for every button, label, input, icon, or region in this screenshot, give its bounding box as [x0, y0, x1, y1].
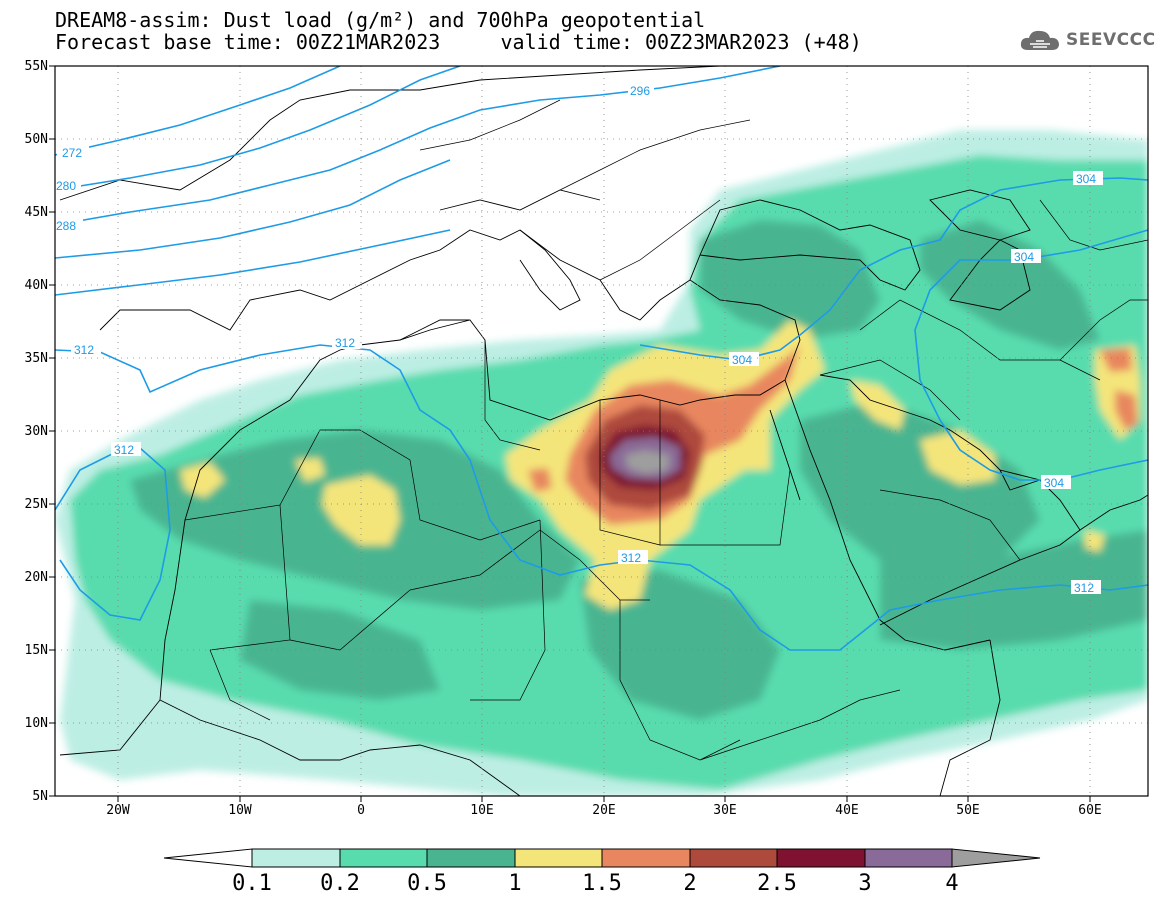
dust-field: [55, 130, 1148, 796]
graticule: [55, 66, 1148, 796]
colorbar-swatch: [864, 848, 953, 868]
map-title: DREAM8-assim: Dust load (g/m²) and 700hP…: [55, 8, 706, 32]
contour-label: 272: [62, 146, 82, 160]
colorbar-label: 4: [945, 871, 959, 896]
colorbar-swatch: [339, 848, 428, 868]
lon-tick-label: 10E: [470, 803, 494, 818]
lon-tick-label: 20E: [592, 803, 616, 818]
contour-label: 312: [1074, 581, 1094, 595]
colorbar-label: 2.5: [757, 871, 797, 896]
colorbar-label: 2: [683, 871, 697, 896]
lat-tick-label: 50N: [24, 132, 48, 147]
colorbar-swatch: [689, 848, 778, 868]
seevccc-logo: SEEVCCC: [1018, 26, 1156, 54]
contour-label: 312: [335, 336, 355, 350]
colorbar-swatch: [426, 848, 516, 868]
lat-tick-label: 20N: [24, 570, 48, 585]
lat-tick-label: 35N: [24, 351, 48, 366]
cloud-icon: [1020, 30, 1059, 50]
lon-tick-label: 40E: [835, 803, 859, 818]
colorbar-label: 0.1: [232, 871, 272, 896]
contour-label: 296: [630, 84, 650, 98]
contour-label: 312: [74, 343, 94, 357]
colorbar-label: 1: [508, 871, 522, 896]
logo-text: SEEVCCC: [1066, 30, 1156, 50]
contour-labels: 296 272 280 288 304 304 312 304 312 312 …: [55, 83, 1103, 595]
coastlines: [59, 66, 1148, 796]
lat-tick-label: 40N: [24, 278, 48, 293]
lon-tick-label: 0: [357, 803, 365, 818]
colorbar-min-arrow: [163, 848, 253, 868]
colorbar-label: 1.5: [582, 871, 622, 896]
colorbar-label: 3: [858, 871, 872, 896]
colorbar-swatch: [514, 848, 603, 868]
forecast-time-subtitle: Forecast base time: 00Z21MAR2023 valid t…: [55, 30, 862, 54]
lat-tick-label: 10N: [24, 716, 48, 731]
lat-tick-label: 5N: [32, 789, 48, 804]
axis-ticks: [49, 65, 1091, 802]
colorbar-max-arrow: [951, 848, 1041, 868]
lon-tick-label: 10W: [228, 803, 252, 818]
colorbar-swatch: [601, 848, 691, 868]
colorbar-label: 0.2: [320, 871, 360, 896]
lat-tick-label: 55N: [24, 59, 48, 74]
contour-label: 288: [56, 219, 76, 233]
contour-label: 304: [1076, 172, 1096, 186]
country-borders: [184, 99, 1148, 761]
contour-label: 304: [1014, 250, 1034, 264]
lon-tick-label: 50E: [956, 803, 980, 818]
colorbar-label: 0.5: [407, 871, 447, 896]
colorbar-swatch: [251, 848, 341, 868]
contour-label: 280: [56, 179, 76, 193]
contour-label: 304: [1044, 476, 1064, 490]
colorbar-swatch: [776, 848, 866, 868]
contour-label: 312: [621, 551, 641, 565]
lat-tick-label: 45N: [24, 205, 48, 220]
contour-label: 312: [114, 443, 134, 457]
lon-tick-label: 20W: [106, 803, 130, 818]
lat-tick-label: 15N: [24, 643, 48, 658]
lon-tick-label: 30E: [713, 803, 737, 818]
geopotential-contours: [55, 66, 1148, 651]
lon-tick-label: 60E: [1078, 803, 1102, 818]
lat-tick-label: 30N: [24, 424, 48, 439]
colorbar: [163, 848, 1041, 868]
contour-label: 304: [732, 353, 752, 367]
lat-tick-label: 25N: [24, 497, 48, 512]
